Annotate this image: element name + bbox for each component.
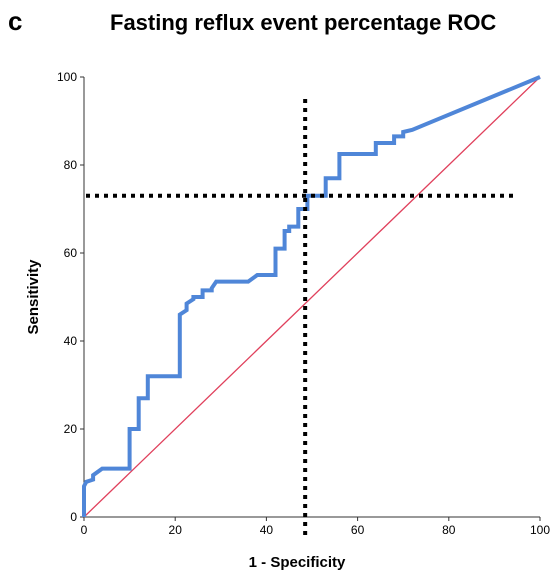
x-tick-label: 40	[260, 523, 274, 537]
y-tick-label: 80	[64, 158, 78, 172]
ticks: 0 20 40 60 80 100 0 20 40 60 80 100	[57, 70, 550, 537]
chart-title: Fasting reflux event percentage ROC	[110, 10, 497, 35]
y-axis-title: Sensitivity	[25, 259, 42, 335]
x-tick-label: 20	[169, 523, 183, 537]
reference-diagonal-line	[83, 76, 541, 518]
y-tick-label: 40	[64, 334, 78, 348]
x-tick-label: 100	[530, 523, 550, 537]
roc-curve-line	[82, 75, 541, 517]
x-tick-label: 80	[442, 523, 456, 537]
x-tick-label: 60	[351, 523, 365, 537]
panel-letter: c	[8, 6, 23, 36]
x-axis-title: 1 - Specificity	[249, 554, 346, 571]
x-tick-label: 0	[81, 523, 88, 537]
y-tick-label: 20	[64, 422, 78, 436]
y-tick-label: 0	[70, 510, 77, 524]
y-tick-label: 100	[57, 70, 77, 84]
y-tick-label: 60	[64, 246, 78, 260]
axes	[83, 77, 540, 518]
